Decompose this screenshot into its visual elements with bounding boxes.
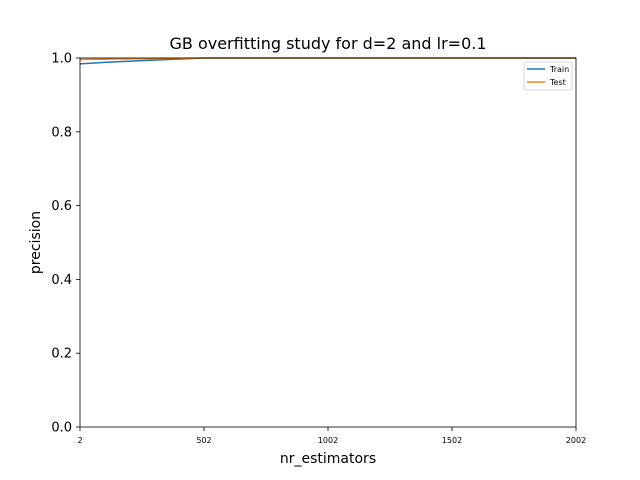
y-axis-ticks: 0.0 0.2 0.4 0.6 0.8 1.0: [51, 52, 80, 436]
y-tick-label: 1.0: [51, 52, 72, 67]
x-axis-ticks: 2 502 1002 1502 2002: [77, 427, 586, 445]
x-axis-label: nr_estimators: [280, 451, 376, 467]
y-tick-label: 0.4: [51, 273, 72, 288]
y-axis-label: precision: [28, 211, 44, 274]
y-tick-label: 0.6: [51, 199, 72, 214]
y-tick-label: 0.2: [51, 347, 72, 362]
x-tick-label: 2: [77, 436, 82, 445]
legend-label-train: Train: [549, 65, 569, 74]
y-tick-label: 0.0: [51, 421, 72, 436]
legend-label-test: Test: [549, 78, 566, 87]
chart-title: GB overfitting study for d=2 and lr=0.1: [169, 34, 486, 53]
legend: Train Test: [523, 61, 573, 91]
y-tick-label: 0.8: [51, 125, 72, 140]
x-tick-label: 1002: [318, 436, 338, 445]
x-tick-label: 2002: [566, 436, 586, 445]
x-tick-label: 502: [196, 436, 211, 445]
x-tick-label: 1502: [442, 436, 462, 445]
